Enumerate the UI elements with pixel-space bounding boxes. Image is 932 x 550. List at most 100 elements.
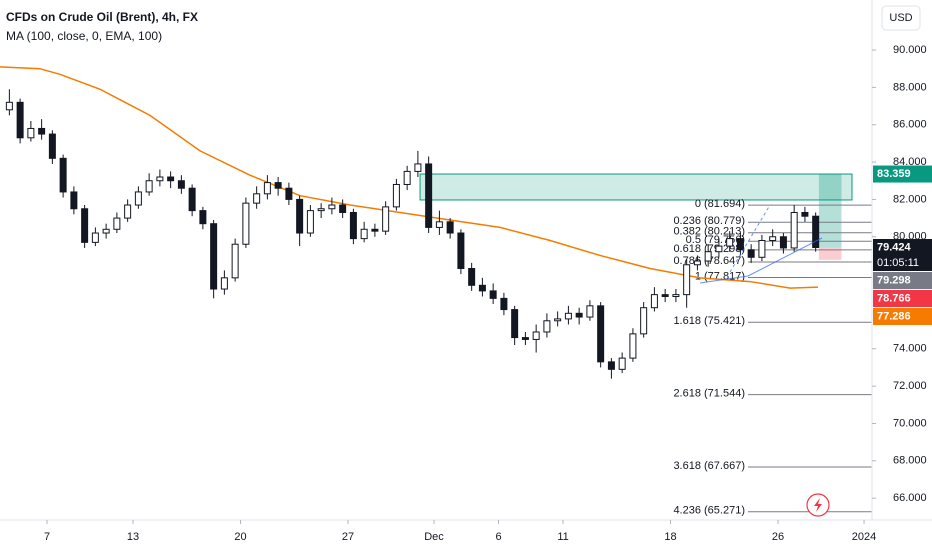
candle-body — [177, 180, 185, 189]
plot-area: 0 (81.694)0.236 (80.779)0.382 (80.213)0.… — [0, 66, 880, 517]
candle-body — [91, 232, 99, 243]
fib-label: 0.236 (80.779) — [673, 215, 745, 227]
candle-body — [747, 249, 755, 258]
candle-body — [16, 101, 24, 139]
fib-label: 2.618 (71.544) — [673, 388, 745, 400]
candle-body — [27, 127, 35, 139]
x-tick-label: 2024 — [852, 531, 876, 543]
x-tick-label: 18 — [664, 531, 676, 543]
candle-body — [478, 284, 486, 292]
candle-body — [156, 176, 164, 182]
alert-icon[interactable] — [806, 493, 830, 517]
y-tick-label: 68.000 — [893, 455, 927, 467]
x-tick-label: 13 — [127, 531, 139, 543]
candle-body — [629, 333, 637, 359]
trend-line — [747, 237, 823, 277]
fib-label: 0.382 (80.213) — [673, 226, 745, 238]
candle-body — [102, 228, 110, 234]
candle-body — [607, 361, 615, 370]
ema-line — [0, 66, 819, 289]
x-tick-label: 11 — [557, 531, 568, 543]
candle-body — [210, 223, 218, 290]
candle-body — [715, 245, 723, 253]
candle-body — [296, 198, 304, 234]
candle-body — [640, 307, 648, 335]
candle-body — [339, 204, 347, 213]
candle-body — [801, 211, 809, 217]
candle-body — [5, 101, 13, 111]
candle-body — [661, 294, 669, 298]
x-tick-label: 27 — [342, 531, 354, 543]
candle-body — [704, 251, 712, 262]
trend-lines — [699, 204, 823, 284]
candle-body — [618, 357, 626, 370]
x-tick-label: 26 — [772, 531, 784, 543]
x-tick-label: Dec — [424, 531, 444, 543]
x-tick-label: 20 — [234, 531, 246, 543]
trend-line — [729, 204, 771, 273]
candle-body — [317, 208, 325, 212]
candle-body — [812, 215, 820, 249]
candle-body — [511, 309, 519, 339]
price-badge-label: 79.424 — [877, 241, 912, 253]
candle-body — [253, 193, 261, 204]
indicator-label: MA (100, close, 0, EMA, 100) — [6, 29, 162, 43]
candle-body — [500, 297, 508, 311]
fib-label: 1 (77.817) — [695, 270, 745, 282]
candle-body — [521, 337, 529, 340]
candle-body — [48, 133, 56, 159]
candle-body — [758, 239, 766, 258]
candle-body — [790, 211, 798, 249]
candle-body — [543, 320, 551, 333]
candle-body — [167, 176, 175, 182]
candle-body — [285, 187, 293, 200]
y-tick-label: 72.000 — [893, 380, 927, 392]
candle-body — [779, 236, 787, 249]
candle-body — [113, 217, 121, 230]
candle-body — [446, 221, 454, 234]
candle-body — [650, 294, 658, 309]
price-badge — [873, 165, 932, 183]
price-badge-label: 83.359 — [877, 168, 911, 180]
zone — [419, 173, 853, 201]
candle-body — [586, 305, 594, 318]
y-tick-label: 90.000 — [893, 44, 927, 56]
y-tick-label: 82.000 — [893, 193, 927, 205]
candle-body — [392, 183, 400, 208]
y-tick-label: 74.000 — [893, 343, 927, 355]
candle-body — [726, 238, 734, 247]
price-badge-label: 78.766 — [877, 292, 911, 304]
currency-button[interactable] — [881, 5, 921, 31]
candle-body — [575, 312, 583, 318]
candle-body — [59, 157, 67, 193]
y-tick-label: 88.000 — [893, 81, 927, 93]
fib-label: 0 (81.694) — [695, 198, 745, 210]
candle-body — [360, 228, 368, 240]
candle-body — [124, 204, 132, 219]
fib-label: 1.618 (75.421) — [673, 315, 745, 327]
candle-body — [188, 187, 196, 212]
candle-body — [382, 206, 390, 232]
currency-label[interactable]: USD — [889, 12, 912, 24]
overlay: 66.00068.00070.00072.00074.00080.00082.0… — [44, 44, 932, 543]
fib-label: 4.236 (65.271) — [673, 505, 745, 517]
candle-body — [736, 238, 744, 251]
candle-body — [145, 180, 153, 193]
candle-body — [70, 191, 78, 210]
candle-body — [489, 290, 497, 299]
alert-bolt[interactable] — [814, 498, 822, 512]
candle-body — [414, 163, 422, 172]
candle-body — [231, 243, 239, 279]
price-badge-label: 77.286 — [877, 310, 911, 322]
y-tick-label: 86.000 — [893, 119, 927, 131]
candle-body — [134, 191, 142, 206]
price-badge — [873, 272, 932, 290]
candle-body — [328, 204, 336, 210]
candle-body — [349, 211, 357, 240]
trend-line — [699, 275, 749, 284]
candle-body — [425, 163, 433, 228]
candle-body — [371, 228, 379, 232]
chart-title: CFDs on Crude Oil (Brent), 4h, FX — [6, 10, 198, 24]
price-badge — [873, 308, 932, 326]
